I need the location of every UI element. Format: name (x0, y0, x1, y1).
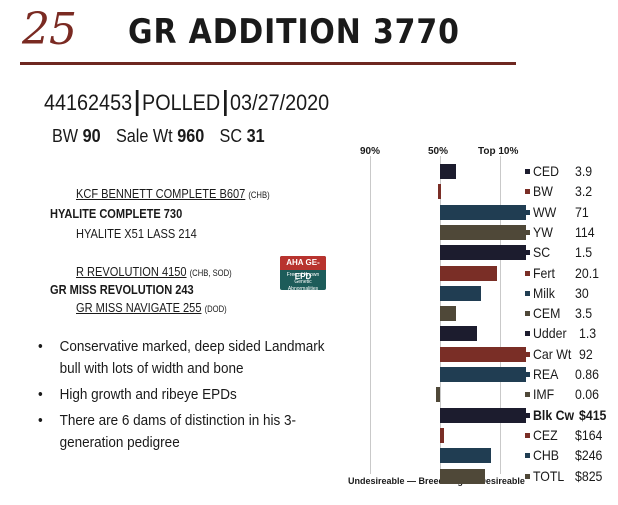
legend-marker (525, 412, 530, 418)
epd-label: CEZ (533, 426, 558, 443)
legend-marker (525, 331, 530, 337)
separator (223, 90, 227, 116)
epd-value: $825 (575, 467, 603, 484)
pedigree-sire-dam: HYALITE X51 LASS 214 (76, 226, 197, 241)
legend-marker (525, 453, 530, 459)
pedigree-dam-dam: GR MISS NAVIGATE 255 (DOD) (76, 300, 227, 315)
epd-label: CEM (533, 305, 561, 322)
legend-marker (525, 392, 530, 398)
percentile-header: Top 10% (478, 146, 519, 157)
epd-value: 0.86 (575, 366, 599, 382)
legend-marker (525, 229, 530, 235)
badge-title: AHA GE-EPD (280, 256, 326, 281)
percentile-header: 90% (360, 146, 381, 157)
epd-bar-milk (440, 285, 481, 301)
epd-bar-yw (440, 224, 526, 240)
epd-label: CHB (533, 447, 560, 464)
epd-bar-udder (440, 326, 477, 342)
epd-value: $415 (579, 406, 607, 423)
epd-value: 114 (575, 223, 595, 240)
epd-value: 1.5 (575, 244, 593, 261)
pedigree-dam: GR MISS REVOLUTION 243 (50, 282, 194, 297)
epd-label: TOTL (533, 467, 565, 484)
legend-marker (525, 270, 530, 276)
comment-item: High growth and ribeye EPDs (38, 384, 348, 406)
badge-subtitle: Free of Known Genetic Abnormalities (286, 272, 320, 290)
gridline-top10 (500, 156, 501, 474)
epd-value: 92 (579, 345, 593, 362)
legend-marker (525, 209, 530, 215)
epd-label: IMF (533, 386, 555, 403)
epd-bar-bw (437, 184, 441, 200)
epd-value: 71 (575, 203, 589, 220)
registration-line: 44162453 POLLED 03/27/2020 (44, 90, 329, 116)
epd-bar-imf (435, 387, 440, 403)
chart-footer: Undesireable — Breed Avg. — Desireable (348, 476, 525, 486)
legend-marker (525, 169, 530, 174)
legend-marker (525, 189, 530, 195)
ge-epd-badge: AHA GE-EPD Free of Known Genetic Abnorma… (280, 256, 326, 290)
lot-number: 25 (22, 4, 77, 55)
epd-label: CED (533, 163, 560, 179)
header-rule (20, 62, 516, 65)
epd-label: Blk Cw (533, 406, 575, 423)
epd-bar-totl (440, 468, 486, 484)
legend-marker (525, 473, 530, 479)
epd-label: Fert (533, 264, 555, 281)
epd-value: 0.06 (575, 386, 599, 403)
epd-bar-ww (440, 204, 526, 220)
trait-sale-wt: Sale Wt 960 (115, 126, 205, 146)
epd-bar-fert (440, 265, 498, 281)
legend-marker (525, 290, 530, 296)
trait-summary: BW 90 Sale Wt 960 SC 31 (52, 124, 275, 148)
epd-bar-blk-cw (440, 407, 526, 423)
comment-list: Conservative marked, deep sided Landmark… (38, 336, 382, 458)
epd-label: SC (533, 244, 551, 261)
epd-label: Udder (533, 325, 567, 342)
epd-bar-cem (440, 306, 457, 322)
epd-value: 1.3 (579, 325, 597, 342)
epd-label: BW (533, 183, 553, 200)
birth-date: 03/27/2020 (230, 90, 330, 115)
legend-marker (525, 250, 530, 256)
epd-value: 3.9 (575, 163, 593, 179)
percentile-header: 50% (428, 146, 449, 157)
epd-label: Car Wt (533, 345, 572, 362)
registration-number: 44162453 (44, 90, 133, 115)
epd-bar-sc (440, 245, 526, 261)
epd-label: REA (533, 366, 559, 382)
gridline-90 (370, 156, 371, 474)
legend-marker (525, 311, 530, 317)
epd-value: $246 (575, 447, 603, 464)
epd-bar-rea (440, 367, 526, 382)
lot-name: GR ADDITION 3770 (128, 12, 460, 52)
epd-value: 30 (575, 284, 589, 301)
epd-label: YW (533, 223, 553, 240)
separator (135, 90, 139, 116)
epd-label: WW (533, 203, 557, 220)
epd-value: $164 (575, 426, 603, 443)
epd-bar-ced (440, 164, 457, 179)
legend-marker (525, 351, 530, 357)
pedigree-sire-sire: KCF BENNETT COMPLETE B607 (CHB) (76, 186, 270, 201)
trait-sc: SC 31 (219, 126, 265, 146)
comment-item: Conservative marked, deep sided Landmark… (38, 336, 348, 380)
horn-status: POLLED (142, 90, 221, 115)
comment-item: There are 6 dams of distinction in his 3… (38, 410, 348, 454)
epd-bar-cez (440, 427, 445, 443)
epd-bar-chb (440, 448, 492, 464)
epd-value: 3.2 (575, 183, 593, 200)
epd-value: 20.1 (575, 264, 599, 281)
epd-value: 3.5 (575, 305, 593, 322)
epd-bar-car-wt (440, 346, 526, 362)
legend-marker (525, 372, 530, 377)
epd-label: Milk (533, 284, 555, 301)
legend-marker (525, 432, 530, 438)
pedigree-sire: HYALITE COMPLETE 730 (50, 206, 183, 221)
trait-bw: BW 90 (52, 126, 101, 146)
pedigree-dam-sire: R REVOLUTION 4150 (CHB, SOD) (76, 264, 232, 279)
